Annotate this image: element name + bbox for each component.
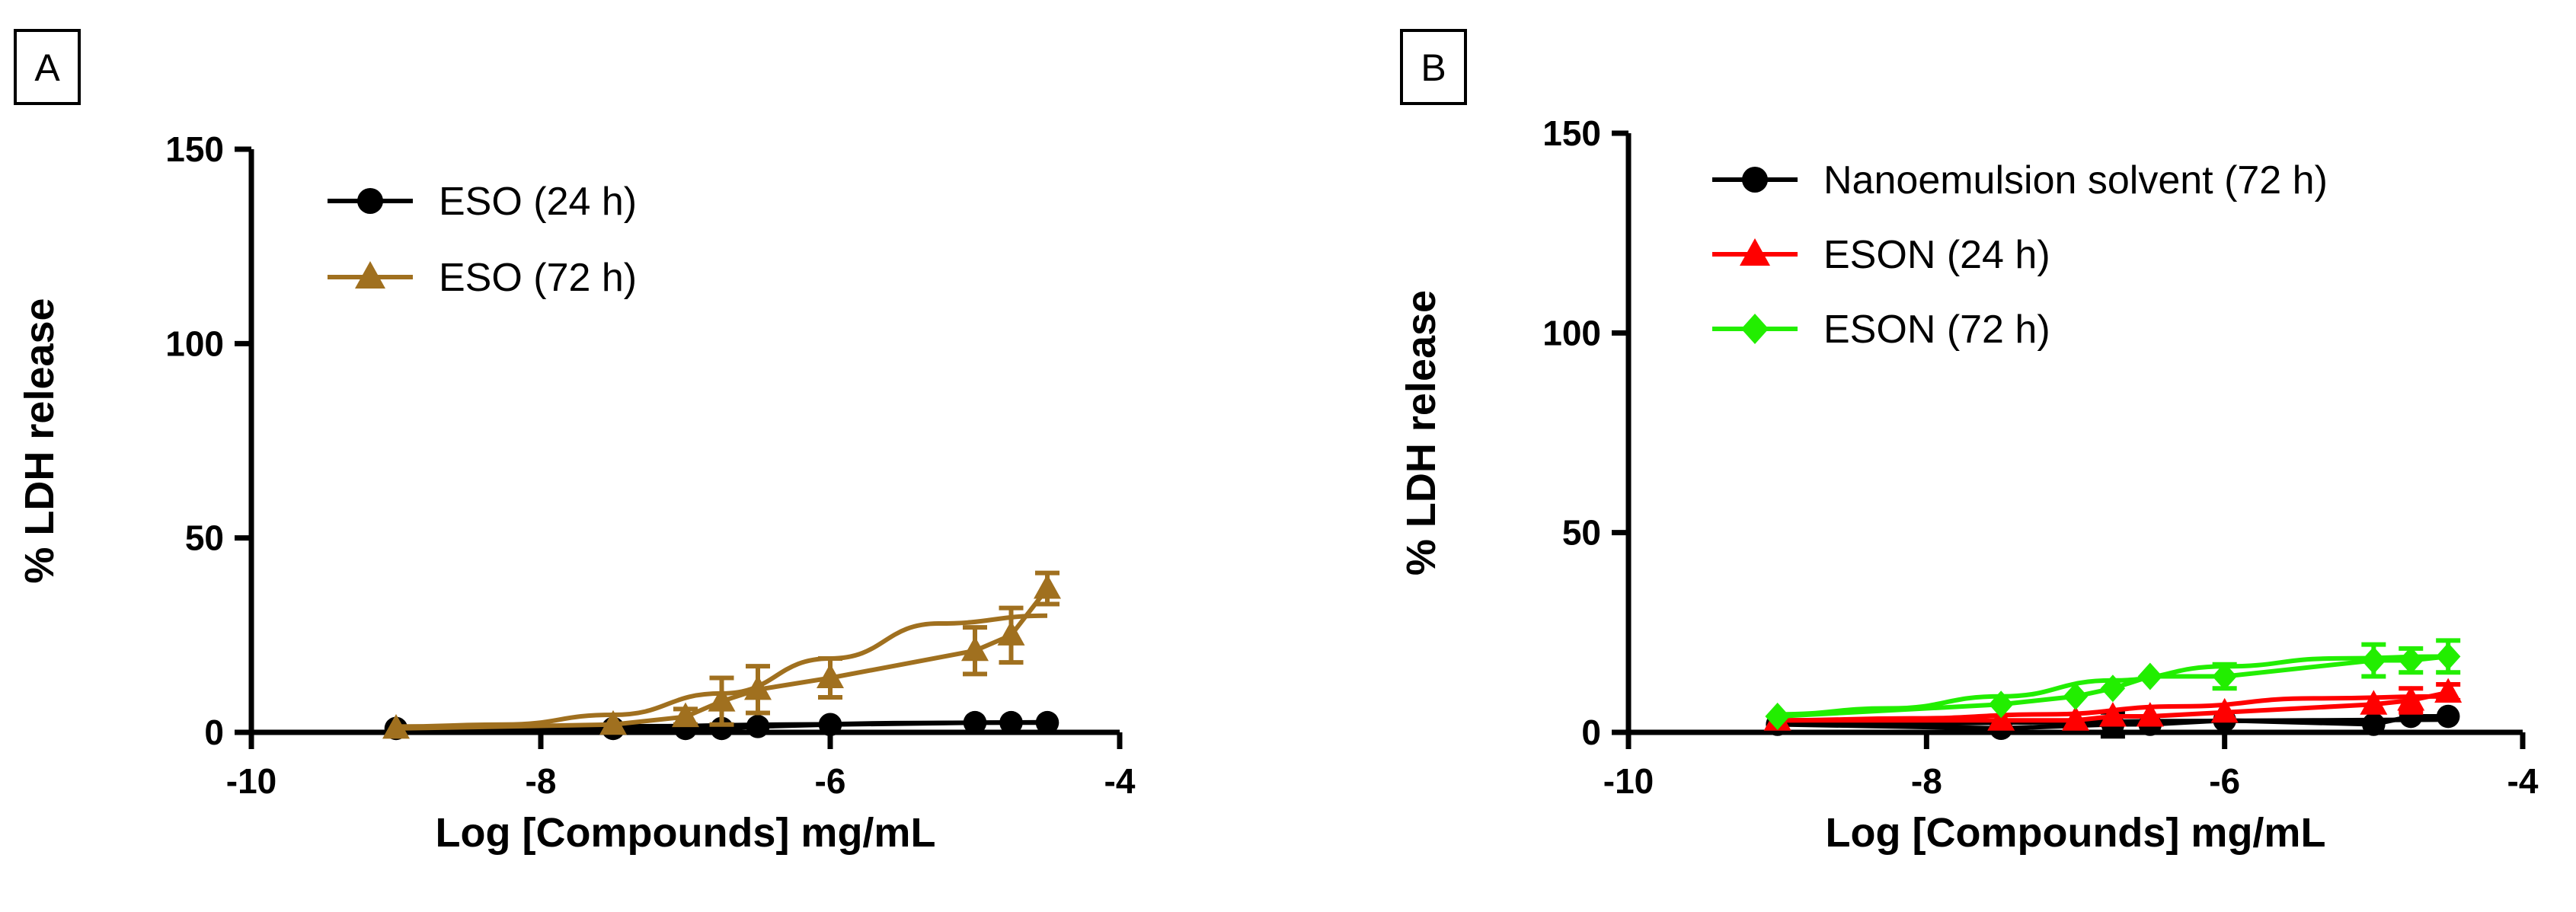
data-point [2434,678,2463,703]
x-axis-title: Log [Compounds] mg/mL [1826,810,2326,856]
data-point [2436,704,2460,729]
data-point [2136,702,2164,727]
y-axis-title: % LDH release [17,298,62,583]
data-point [672,702,699,728]
legend-label: ESON (72 h) [1823,308,2050,352]
data-point [2098,702,2127,727]
panel-label: A [34,46,60,89]
data-point [2062,706,2089,731]
legend-entry: ESON (72 h) [1712,308,2050,352]
data-point [1988,690,2014,719]
data-point [2137,662,2163,690]
x-tick-label: -4 [1104,761,1136,801]
data-point [744,674,772,700]
y-tick-label: 50 [1562,513,1601,553]
legend-entry: ESO (72 h) [328,256,637,300]
data-point [818,713,842,737]
y-tick-label: 0 [1581,713,1601,752]
x-tick-label: -8 [526,761,557,801]
data-point [2397,686,2425,711]
data-point [2362,713,2386,736]
data-point [2100,674,2126,703]
legend-entry: Nanoemulsion solvent (72 h) [1712,158,2328,202]
x-tick-label: -8 [1911,761,1942,801]
legend-marker [355,261,385,289]
data-point [2063,682,2089,710]
data-point [961,636,989,662]
data-point [1765,703,1790,731]
data-point [1987,706,2015,731]
y-axis-title: % LDH release [1398,290,1444,576]
legend-marker [1741,314,1769,344]
data-point [2399,646,2424,674]
series-eson-24-h [1763,678,2463,731]
y-tick-label: 100 [165,324,224,363]
legend-label: ESO (24 h) [439,180,637,224]
panel-label-box [14,29,81,105]
data-point [1034,574,1061,599]
series-eson-72-h [1765,638,2461,731]
y-tick-label: 100 [1542,313,1601,352]
x-tick-label: -10 [1603,761,1654,801]
panel-label-box [1400,29,1467,105]
data-point [708,687,736,712]
y-tick-label: 150 [1542,113,1601,153]
legend-marker [1740,238,1770,266]
data-point [2360,690,2388,715]
data-point [963,710,987,735]
chart-panel-b: B 0 50 100 150 -10 -8 -6 -4 Log [Compounds] mg/mL… [1398,29,2539,856]
legend-label: Nanoemulsion solvent (72 h) [1823,158,2328,202]
chart-panel-a: A 0 50 100 150 -10 -8 -6 -4 Log [Compounds] mg/mL… [14,29,1136,856]
data-point [2361,646,2386,674]
legend-label: ESON (24 h) [1823,233,2050,277]
x-tick-label: -4 [2507,761,2539,801]
legend-label: ESO (72 h) [439,256,637,300]
series-eso-72-h [382,570,1061,739]
data-point [382,713,410,739]
data-point [746,715,770,738]
data-point [997,620,1025,646]
data-point [599,710,627,735]
y-tick-label: 0 [204,713,224,752]
data-point [2212,662,2237,690]
x-axis-title: Log [Compounds] mg/mL [436,810,936,856]
data-point [1035,710,1059,735]
panel-label: B [1421,46,1446,89]
data-point [2435,643,2461,671]
legend-marker [357,188,383,214]
data-point [999,710,1023,735]
y-tick-label: 150 [165,129,224,169]
x-tick-label: -6 [2209,761,2240,801]
data-point [817,663,844,689]
data-point [2210,697,2239,723]
legend-entry: ESO (24 h) [328,180,637,224]
x-tick-label: -10 [226,761,276,801]
legend-entry: ESON (24 h) [1712,233,2050,277]
x-tick-label: -6 [815,761,846,801]
legend-marker [1742,167,1768,193]
y-tick-label: 50 [185,518,224,558]
